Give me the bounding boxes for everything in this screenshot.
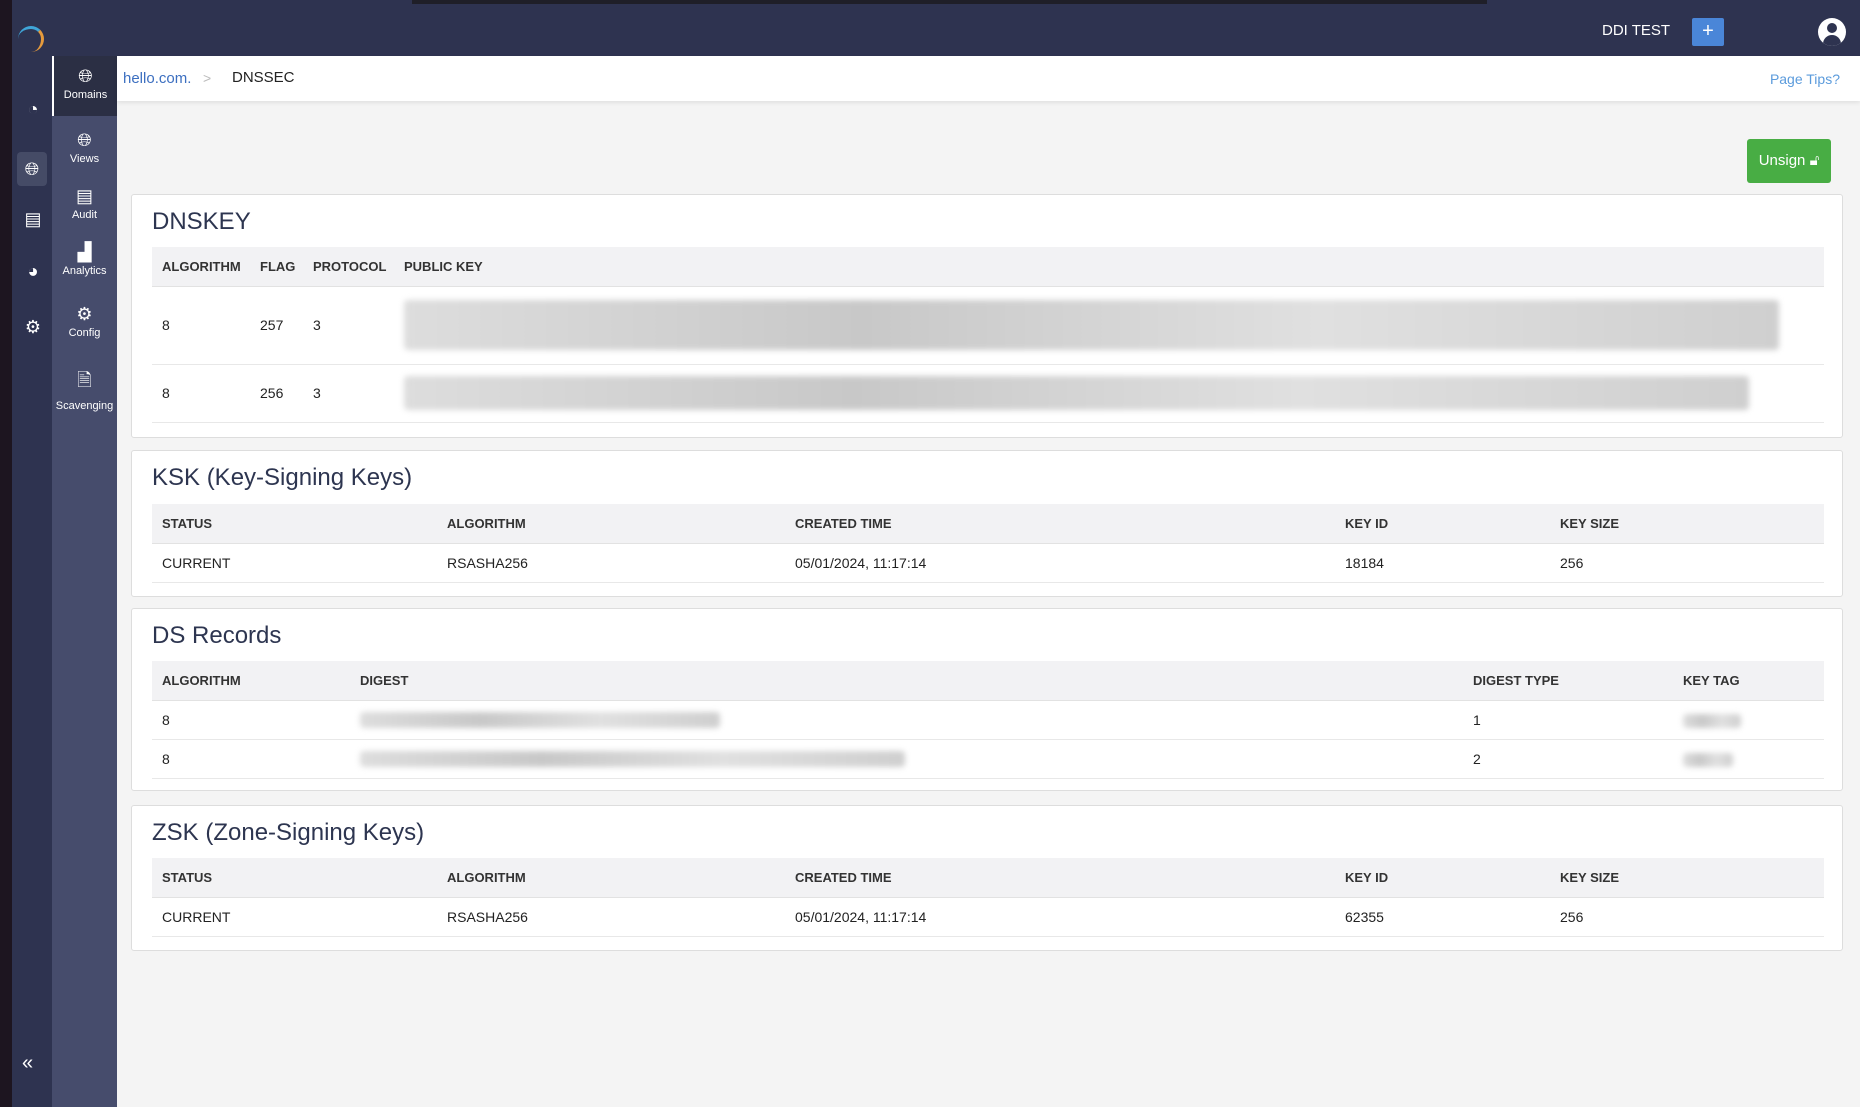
ds-title: DS Records: [152, 622, 282, 649]
gears-icon: ⚙: [76, 304, 93, 324]
table-row: CURRENT RSASHA256 05/01/2024, 11:17:14 1818…: [152, 543, 1824, 583]
main-rail: ◔ 🌐︎ ▤ ◕ ⚙ «: [12, 56, 52, 1107]
key-tag-redacted: [1673, 700, 1824, 740]
top-strip: [412, 0, 1487, 4]
digest-redacted: [350, 739, 1463, 779]
zsk-card: ZSK (Zone-Signing Keys) STATUS ALGORITHM C…: [131, 805, 1843, 951]
col-header: ALGORITHM: [152, 247, 250, 287]
ds-card: DS Records ALGORITHM DIGEST DIGEST TYPE KEY…: [131, 608, 1843, 791]
audit-icon: ▤: [75, 186, 93, 206]
table-row: CURRENT RSASHA256 05/01/2024, 11:17:14 6235…: [152, 897, 1824, 937]
col-header: KEY TAG: [1673, 661, 1824, 701]
sidebar-item-domains[interactable]: 🌐︎ Domains: [52, 56, 117, 116]
col-header: STATUS: [152, 504, 437, 544]
reports-icon[interactable]: ◕: [27, 261, 39, 281]
col-header: KEY SIZE: [1550, 504, 1824, 544]
col-header: DIGEST: [350, 661, 1463, 701]
public-key-redacted: [394, 364, 1824, 423]
col-header: ALGORITHM: [152, 661, 350, 701]
org-name[interactable]: DDI TEST: [1602, 22, 1671, 39]
ipam-icon[interactable]: ▤: [24, 209, 42, 229]
sub-sidebar: 🌐︎ Domains 🌐︎ Views ▤ Audit ▟ Analytics ⚙ Con…: [52, 56, 117, 1107]
ksk-card: KSK (Key-Signing Keys) STATUS ALGORITHM CR…: [131, 450, 1843, 597]
collapse-icon[interactable]: «: [22, 1052, 34, 1074]
unlock-icon: 🔓︎: [1809, 152, 1820, 169]
table-row: 8 256 3: [152, 364, 1824, 423]
ksk-table: STATUS ALGORITHM CREATED TIME KEY ID KEY SIZ…: [152, 504, 1824, 583]
add-button[interactable]: +: [1692, 18, 1724, 46]
digest-redacted: [350, 700, 1463, 740]
page-tips-link[interactable]: Page Tips?: [1769, 71, 1840, 87]
sidebar-item-config[interactable]: ⚙ Config: [52, 304, 117, 339]
col-header: DIGEST TYPE: [1463, 661, 1673, 701]
globe-views-icon: 🌐︎: [77, 130, 92, 150]
sidebar-item-views[interactable]: 🌐︎ Views: [52, 130, 117, 165]
sidebar-item-scavenging[interactable]: 🗎 Scavenging: [52, 368, 117, 412]
unsign-button[interactable]: Unsign 🔓︎: [1747, 139, 1831, 183]
user-avatar-icon[interactable]: [1818, 18, 1846, 46]
col-header: PUBLIC KEY: [394, 247, 1824, 287]
dnskey-title: DNSKEY: [152, 208, 251, 235]
zsk-table: STATUS ALGORITHM CREATED TIME KEY ID KEY SIZ…: [152, 858, 1824, 937]
dashboard-icon[interactable]: ◔: [27, 99, 39, 119]
dnskey-card: DNSKEY ALGORITHM FLAG PROTOCOL PUBLIC KEY 8…: [131, 194, 1843, 438]
col-header: CREATED TIME: [785, 858, 1335, 898]
public-key-redacted: [394, 286, 1824, 365]
sidebar-item-audit[interactable]: ▤ Audit: [52, 186, 117, 221]
settings-icon[interactable]: ⚙: [24, 317, 42, 337]
col-header: CREATED TIME: [785, 504, 1335, 544]
breadcrumb: hello.com. > DNSSEC Page Tips?: [117, 56, 1860, 101]
document-search-icon: 🗎: [77, 370, 92, 390]
sidebar-item-analytics[interactable]: ▟ Analytics: [52, 242, 117, 277]
key-tag-redacted: [1673, 739, 1824, 779]
col-header: KEY ID: [1335, 504, 1550, 544]
app-logo[interactable]: [18, 26, 44, 52]
breadcrumb-separator: >: [203, 70, 212, 86]
col-header: KEY SIZE: [1550, 858, 1824, 898]
col-header: FLAG: [250, 247, 303, 287]
ksk-title: KSK (Key-Signing Keys): [152, 464, 413, 491]
dns-icon[interactable]: 🌐︎: [17, 152, 47, 186]
globe-com-icon: 🌐︎: [78, 66, 93, 86]
breadcrumb-current: DNSSEC: [232, 69, 295, 86]
table-row: 8 257 3: [152, 286, 1824, 365]
col-header: ALGORITHM: [437, 504, 785, 544]
top-bar: [12, 0, 1860, 56]
breadcrumb-parent[interactable]: hello.com.: [123, 70, 192, 87]
col-header: ALGORITHM: [437, 858, 785, 898]
zsk-title: ZSK (Zone-Signing Keys): [152, 819, 425, 846]
window-edge: [0, 0, 12, 1107]
col-header: KEY ID: [1335, 858, 1550, 898]
bar-chart-icon: ▟: [77, 242, 92, 262]
col-header: STATUS: [152, 858, 437, 898]
col-header: PROTOCOL: [303, 247, 394, 287]
